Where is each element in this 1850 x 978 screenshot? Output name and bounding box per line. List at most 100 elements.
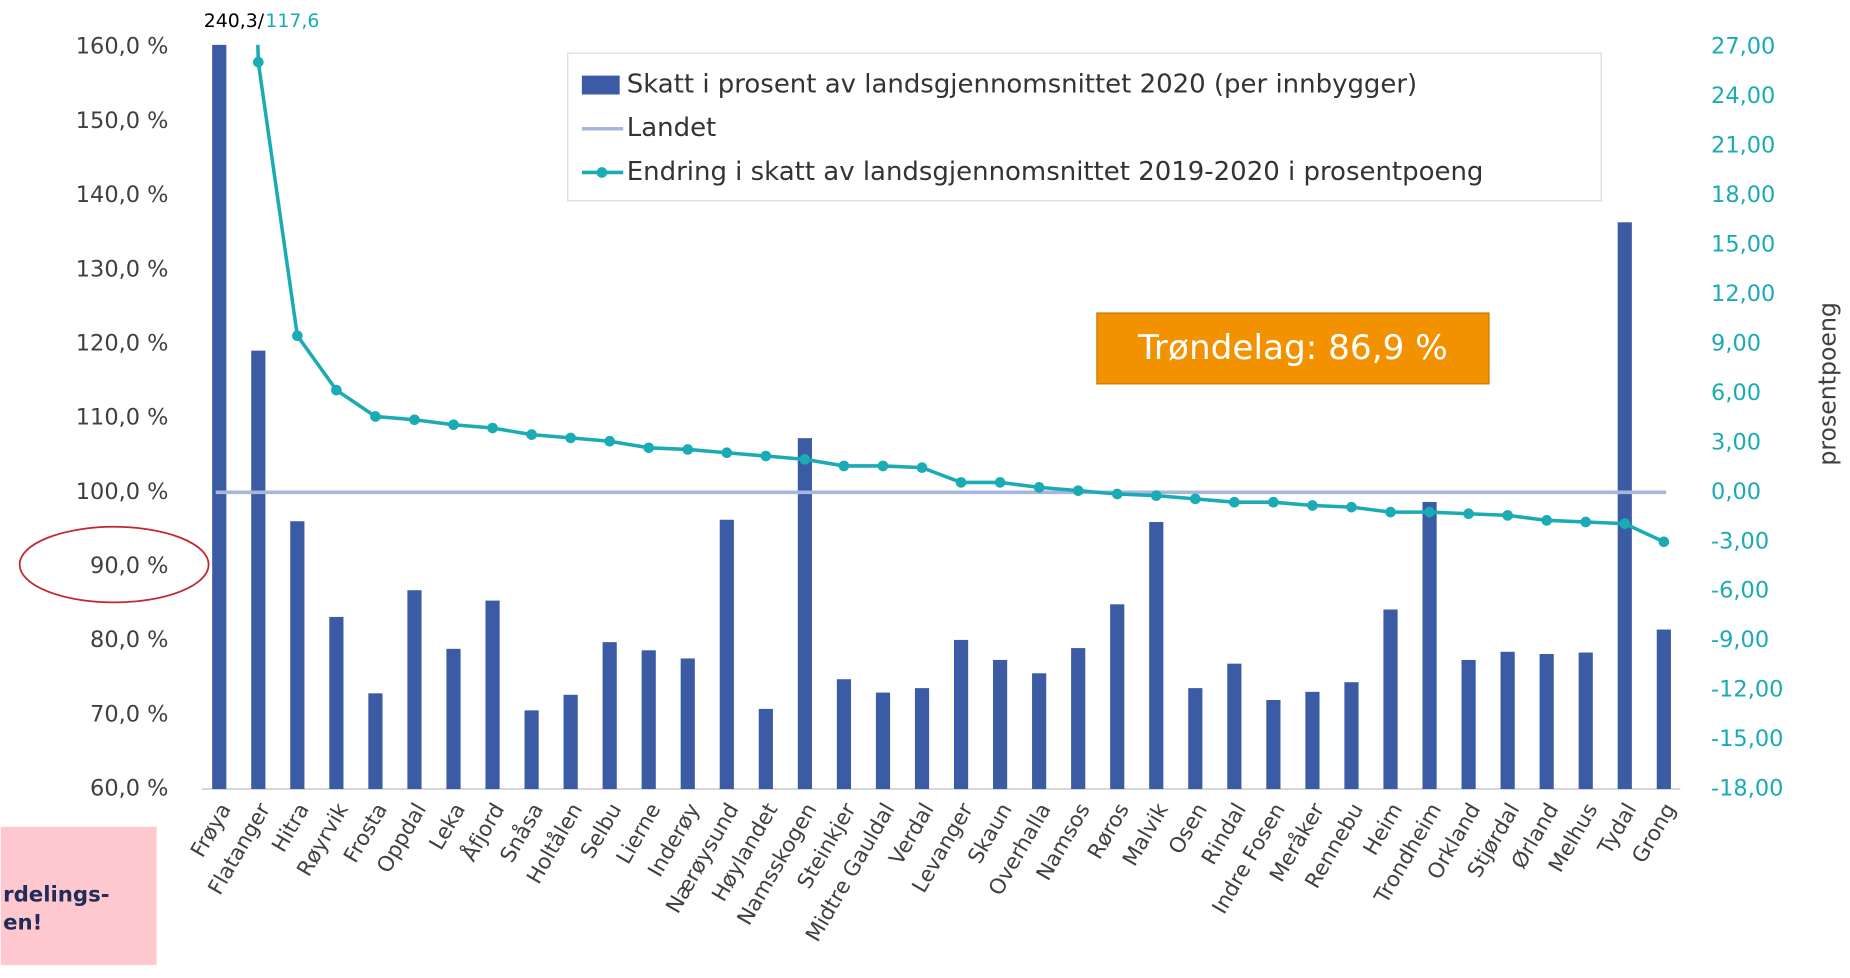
bar (602, 642, 617, 790)
y2-axis-label: prosentpoeng (1814, 302, 1842, 466)
bar (1032, 673, 1047, 790)
line-marker (916, 462, 928, 473)
line-marker (409, 414, 420, 426)
y-tick-label: 80,0 % (90, 627, 168, 653)
legend-swatch (596, 167, 608, 178)
line-marker (1189, 493, 1201, 505)
line-marker (1502, 510, 1513, 521)
bar (212, 44, 227, 790)
line-marker (487, 422, 498, 434)
bar (446, 648, 461, 790)
bar (1149, 521, 1164, 790)
line-marker (604, 435, 615, 447)
y2-tick-label: -15,00 (1711, 726, 1783, 752)
bar (407, 590, 422, 790)
bar (875, 692, 891, 790)
bar (836, 679, 852, 790)
line-marker (292, 330, 303, 342)
line-marker (1229, 496, 1240, 508)
line-marker (760, 450, 772, 462)
bar (914, 688, 930, 790)
bar (1461, 659, 1476, 790)
legend-label: Endring i skatt av landsgjennomsnittet 2… (627, 157, 1484, 187)
bar (1500, 651, 1515, 790)
line-marker (1385, 506, 1396, 518)
side-note-box (0, 826, 157, 966)
line-marker (1580, 516, 1592, 528)
y2-tick-label: -12,00 (1711, 677, 1783, 703)
annotation-box (1096, 312, 1490, 385)
y-tick-label: 70,0 % (90, 701, 168, 727)
bar (1110, 604, 1125, 790)
line-marker (994, 477, 1006, 488)
highlight-ellipse (18, 525, 210, 604)
y2-tick-label: 21,00 (1711, 133, 1775, 159)
y-tick-label: 160,0 % (76, 34, 169, 60)
line (256, 44, 1665, 544)
line-marker (1268, 496, 1279, 508)
y2-tick-label: 3,00 (1711, 429, 1761, 455)
y2-tick-label: 27,00 (1711, 34, 1775, 60)
line-marker (838, 460, 850, 472)
y-tick-label: 110,0 % (76, 405, 169, 431)
y2-tick-label: 6,00 (1711, 380, 1761, 406)
line-marker (1307, 500, 1318, 511)
y2-tick-label: 15,00 (1711, 232, 1775, 258)
bar (641, 650, 656, 790)
data-label: 117,6 (265, 10, 319, 32)
legend (567, 52, 1602, 202)
line-marker (1150, 490, 1162, 501)
legend-label: Landet (627, 113, 716, 143)
y2-tick-label: -9,00 (1711, 627, 1769, 653)
line-marker (448, 419, 459, 431)
bar (1617, 222, 1632, 790)
bar (1305, 691, 1320, 790)
bar (1344, 682, 1359, 790)
line-marker (1033, 482, 1045, 493)
annotation: Trøndelag: 86,9 % (1137, 328, 1448, 368)
line-marker (1346, 501, 1357, 513)
plot-area (212, 44, 1671, 790)
bar (1656, 629, 1671, 790)
y2-tick-label: 24,00 (1711, 83, 1775, 109)
line-marker (565, 432, 576, 444)
y-tick-label: 90,0 % (90, 553, 168, 579)
bar (797, 438, 812, 790)
legend-swatch (581, 75, 620, 95)
legend-label: Skatt i prosent av landsgjennomsnittet 2… (627, 70, 1417, 100)
y2-tick-label: -6,00 (1711, 578, 1769, 604)
line-marker (877, 460, 889, 472)
y-tick-label: 100,0 % (76, 479, 169, 505)
line-marker (955, 477, 967, 488)
bar (1578, 652, 1593, 790)
line-marker (1619, 518, 1631, 529)
bar (563, 694, 578, 790)
y-tick-label: 130,0 % (76, 256, 169, 282)
bar (680, 658, 695, 790)
y2-tick-label: 0,00 (1711, 479, 1761, 505)
line-marker (526, 429, 537, 440)
line-marker (252, 56, 264, 68)
bar (290, 521, 305, 790)
y2-tick-label: 12,00 (1711, 281, 1775, 307)
bar (524, 710, 539, 790)
y2-tick-label: 18,00 (1711, 182, 1775, 208)
line-marker (1541, 515, 1553, 526)
bar (1071, 648, 1086, 790)
bar (1383, 609, 1398, 790)
line-marker (1111, 488, 1123, 500)
line-marker (370, 411, 381, 422)
bar (758, 708, 773, 790)
bar (719, 519, 734, 790)
y2-tick-label: 9,00 (1711, 330, 1761, 356)
y-tick-label: 120,0 % (76, 330, 169, 356)
line-marker (1072, 485, 1084, 496)
line-marker (1658, 536, 1670, 548)
line-marker (682, 444, 694, 455)
bar (993, 659, 1008, 790)
y-tick-label: 150,0 % (76, 108, 169, 134)
y-tick-label: 60,0 % (90, 776, 168, 802)
bar (1266, 700, 1281, 790)
